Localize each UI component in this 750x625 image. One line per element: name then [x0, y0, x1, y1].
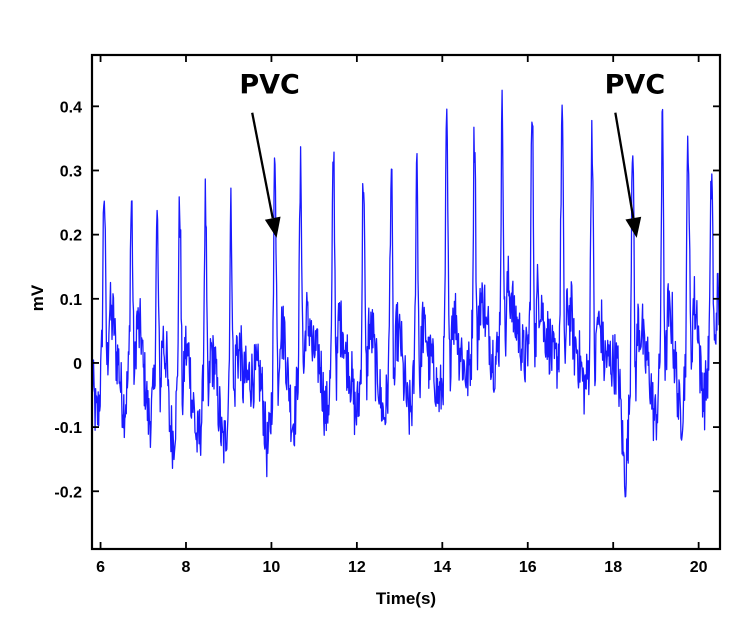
x-axis-title: Time(s) — [376, 589, 436, 608]
pvc-arrow-head — [264, 216, 281, 238]
pvc-arrow-shaft — [251, 112, 274, 219]
plot-frame — [90, 53, 722, 551]
pvc-label: PVC — [605, 69, 666, 100]
annotations: PVC PVC — [239, 69, 666, 238]
x-axis-ticks: 6 8 10 12 14 16 18 20 — [96, 55, 708, 576]
x-tick-label: 18 — [604, 559, 622, 576]
y-tick-label: 0 — [73, 356, 82, 373]
y-tick-label: 0.3 — [60, 163, 82, 180]
x-tick-label: 12 — [348, 559, 366, 576]
y-tick-label: 0.4 — [60, 99, 82, 116]
x-tick-label: 20 — [690, 559, 708, 576]
pvc-label: PVC — [239, 69, 300, 100]
y-axis-ticks: -0.2 -0.1 0 0.1 0.2 0.3 0.4 — [54, 99, 720, 501]
ecg-signal-line — [92, 89, 720, 498]
y-axis-title: mV — [28, 284, 47, 311]
y-tick-label: 0.1 — [60, 292, 82, 309]
x-tick-label: 14 — [433, 559, 451, 576]
y-tick-label: -0.1 — [54, 420, 82, 437]
x-tick-label: 10 — [263, 559, 281, 576]
x-tick-label: 6 — [96, 559, 105, 576]
y-tick-label: -0.2 — [54, 484, 82, 501]
x-tick-label: 16 — [519, 559, 537, 576]
pvc-arrow-shaft — [614, 112, 635, 219]
y-tick-label: 0.2 — [60, 228, 82, 245]
x-tick-label: 8 — [182, 559, 191, 576]
pvc-arrow-head — [625, 216, 642, 238]
